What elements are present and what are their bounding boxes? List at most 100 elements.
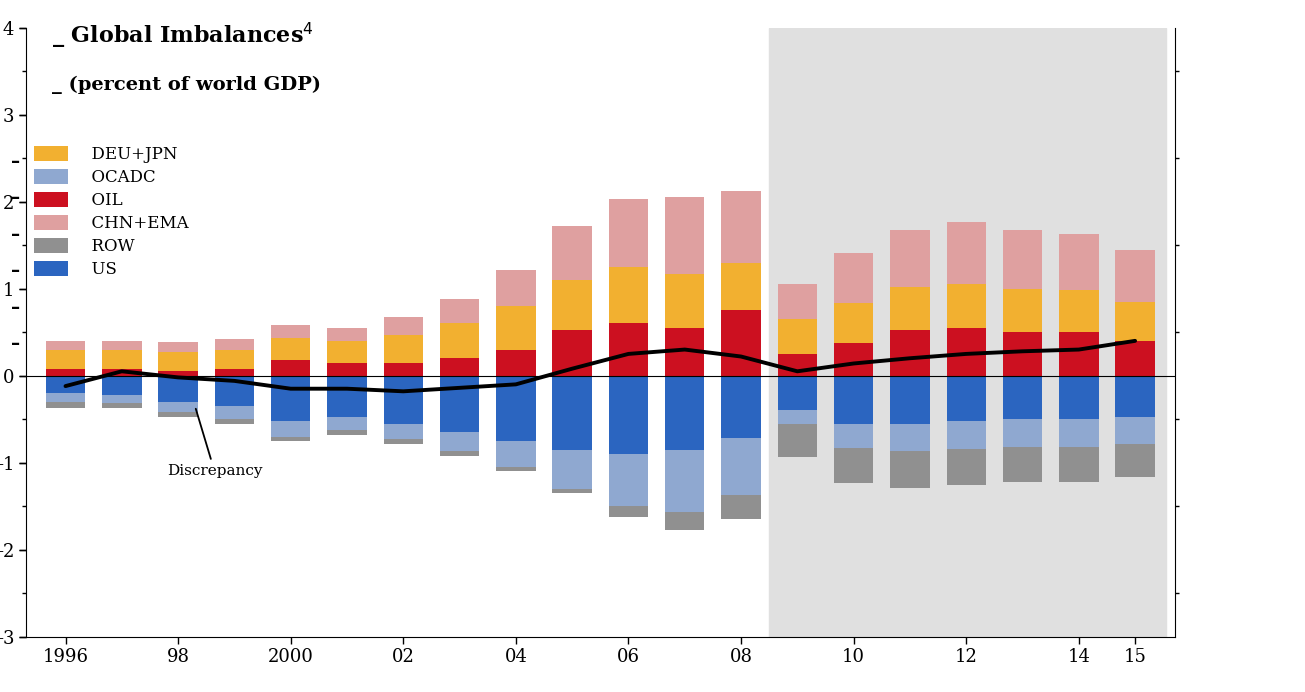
Bar [552, 330, 592, 376]
Bar [46, 376, 85, 393]
Text: –: – [12, 336, 21, 354]
Bar [1060, 419, 1099, 447]
Bar [328, 430, 367, 435]
Bar [328, 417, 367, 430]
Text: –: – [12, 153, 21, 171]
Bar [778, 284, 817, 319]
Bar [722, 191, 761, 262]
Bar [608, 506, 649, 517]
Bar [1116, 444, 1155, 477]
Bar [946, 421, 985, 448]
Bar [769, 28, 1167, 637]
Bar [271, 437, 311, 441]
Bar [722, 376, 761, 438]
Bar [271, 360, 311, 376]
Bar [328, 363, 367, 376]
Text: –: – [12, 189, 21, 207]
Bar [1060, 447, 1099, 482]
Bar [271, 376, 311, 421]
Bar [834, 424, 873, 448]
Bar [271, 421, 311, 437]
Bar [158, 376, 198, 402]
Bar [102, 395, 141, 403]
Bar [440, 299, 479, 323]
Bar [1116, 376, 1155, 417]
Bar [496, 269, 535, 306]
Bar [102, 369, 141, 376]
Bar [496, 441, 535, 467]
Bar [496, 467, 535, 471]
Bar [890, 376, 929, 424]
Bar [552, 280, 592, 330]
Bar [778, 376, 817, 410]
Bar [440, 432, 479, 451]
Bar [46, 402, 85, 408]
Bar [46, 341, 85, 349]
Bar [834, 376, 873, 424]
Bar [440, 323, 479, 358]
Bar [1060, 332, 1099, 376]
Bar [215, 406, 254, 419]
Bar [496, 349, 535, 376]
Bar [496, 376, 535, 441]
Text: –: – [12, 226, 21, 244]
Bar [666, 328, 705, 376]
Bar [778, 354, 817, 376]
Bar [834, 343, 873, 376]
Bar [608, 267, 649, 323]
Bar [328, 328, 367, 341]
Bar [1002, 289, 1043, 332]
Bar [722, 262, 761, 311]
Bar [608, 454, 649, 506]
Bar [666, 274, 705, 328]
Bar [890, 330, 929, 376]
Bar [1002, 376, 1043, 419]
Bar [46, 349, 85, 369]
Bar [1060, 376, 1099, 419]
Bar [834, 448, 873, 482]
Text: –: – [12, 262, 21, 280]
Bar [1002, 447, 1043, 482]
Bar [1002, 419, 1043, 447]
Bar [158, 342, 198, 352]
Bar [496, 306, 535, 349]
Bar [1116, 417, 1155, 444]
Bar [46, 393, 85, 402]
Bar [1060, 234, 1099, 291]
Bar [215, 339, 254, 349]
Legend:   DEU+JPN,   OCADC,   OIL,   CHN+EMA,   ROW,   US: DEU+JPN, OCADC, OIL, CHN+EMA, ROW, US [34, 145, 189, 277]
Bar [890, 287, 929, 330]
Bar [946, 221, 985, 284]
Bar [102, 349, 141, 369]
Bar [440, 376, 479, 432]
Bar [1116, 341, 1155, 376]
Bar [722, 438, 761, 495]
Bar [946, 328, 985, 376]
Bar [1002, 332, 1043, 376]
Bar [102, 341, 141, 349]
Bar [271, 325, 311, 338]
Bar [440, 451, 479, 456]
Bar [722, 495, 761, 519]
Bar [778, 319, 817, 354]
Bar [890, 451, 929, 488]
Bar [102, 403, 141, 408]
Bar [158, 372, 198, 376]
Bar [384, 363, 423, 376]
Bar [1116, 250, 1155, 302]
Bar [834, 253, 873, 304]
Bar [384, 439, 423, 444]
Bar [666, 512, 705, 529]
Bar [946, 284, 985, 328]
Bar [552, 450, 592, 489]
Bar [1116, 302, 1155, 341]
Text: Discrepancy: Discrepancy [167, 409, 262, 478]
Bar [328, 341, 367, 363]
Text: _ Global Imbalances$^4$: _ Global Imbalances$^4$ [52, 21, 315, 51]
Bar [384, 318, 423, 335]
Bar [215, 369, 254, 376]
Bar [608, 376, 649, 454]
Bar [215, 419, 254, 424]
Bar [384, 424, 423, 439]
Bar [890, 230, 929, 287]
